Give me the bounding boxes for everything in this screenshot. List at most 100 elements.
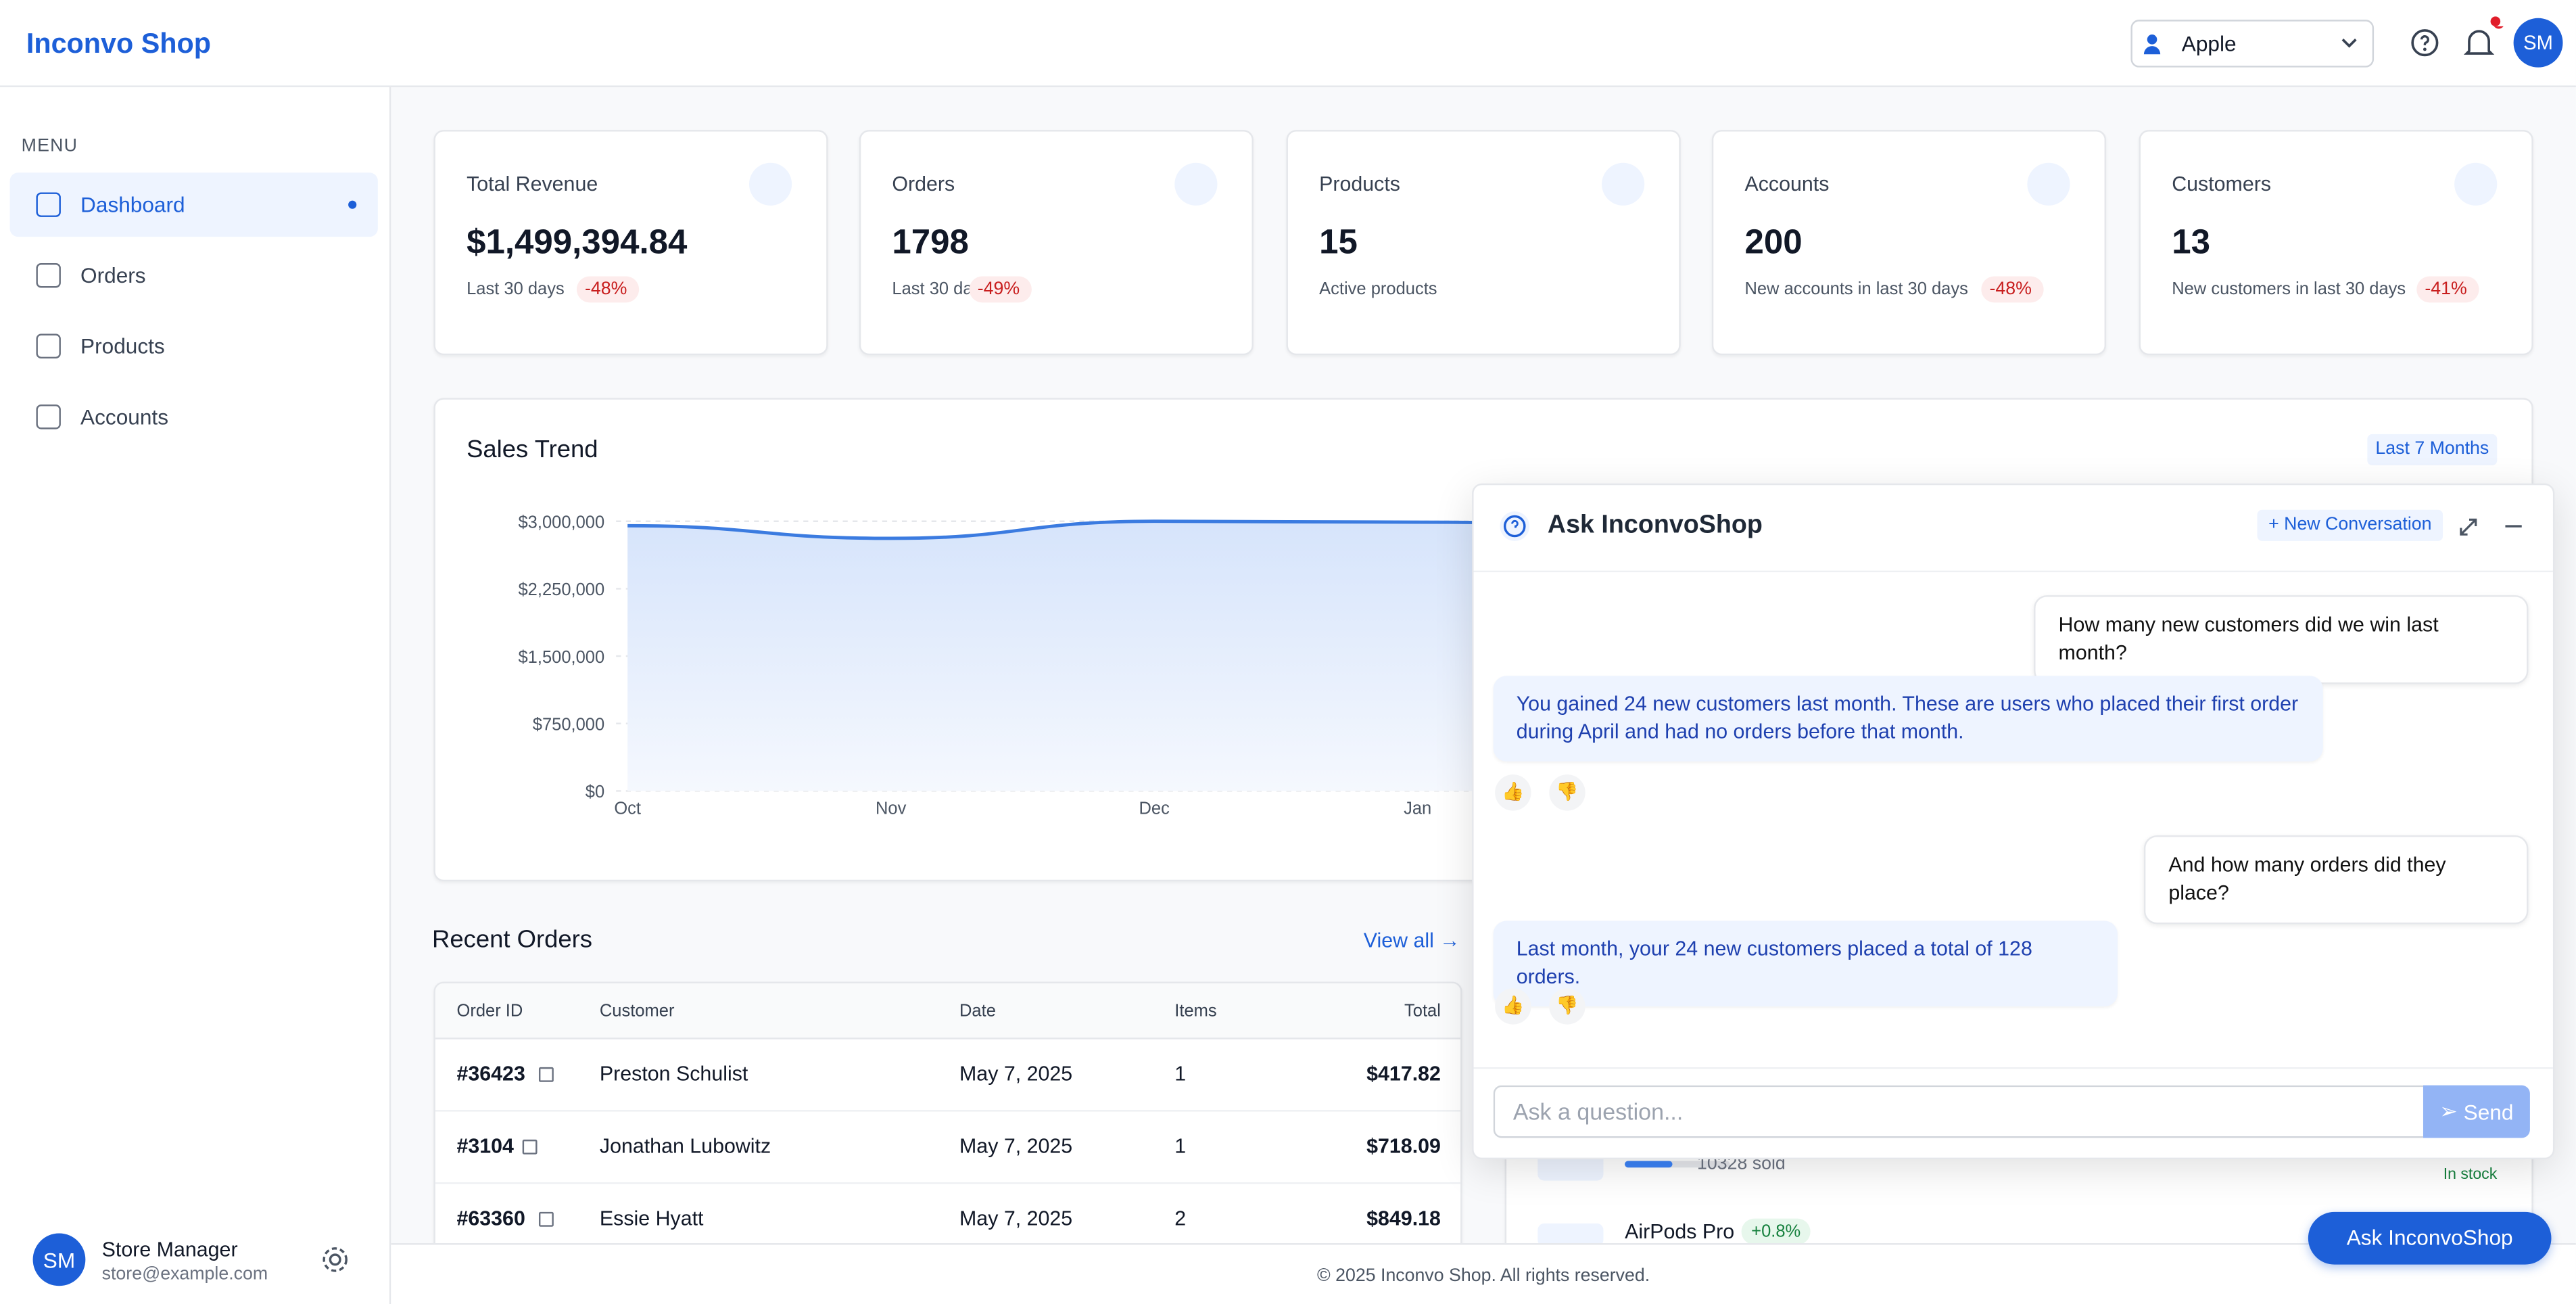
account-name: Apple xyxy=(2181,31,2237,56)
chat-controls[interactable] xyxy=(2456,513,2529,540)
cell: 1 xyxy=(1174,1134,1187,1158)
stat-value: $1,499,394.84 xyxy=(467,223,688,262)
footer: © 2025 Inconvo Shop. All rights reserved… xyxy=(391,1243,2576,1304)
stat-icon xyxy=(1174,162,1218,206)
external-link xyxy=(538,1211,554,1227)
nav-item[interactable] xyxy=(9,172,378,237)
new-conversation[interactable]: + New Conversation xyxy=(2257,509,2443,541)
cell: 1 xyxy=(1174,1062,1187,1086)
x-tick-label: Jan xyxy=(1404,799,1431,818)
table-header xyxy=(435,983,1461,1040)
column-header: Order ID xyxy=(456,1001,523,1021)
stat-title: Customers xyxy=(2172,172,2272,196)
active-dot xyxy=(348,200,357,209)
cell: $718.09 xyxy=(1366,1134,1441,1158)
nav-label[interactable]: Dashboard xyxy=(80,192,185,217)
brand[interactable]: Inconvo Shop xyxy=(26,28,211,60)
order-id: #36423 xyxy=(456,1062,525,1086)
user-name: Store Manager xyxy=(101,1238,238,1261)
stat-title: Accounts xyxy=(1744,172,1830,196)
account-select[interactable]: Apple xyxy=(2130,20,2375,68)
orders-table: Order ID Customer Date Items Total #36423 Pres… xyxy=(433,981,1462,1265)
row-divider xyxy=(435,1110,1461,1112)
y-tick-label: $0 xyxy=(586,783,604,801)
stat-caption: Active products xyxy=(1319,279,1437,300)
nav-label[interactable]: Accounts xyxy=(80,404,169,429)
nav-icon xyxy=(36,192,61,217)
y-tick-label: $1,500,000 xyxy=(519,648,605,667)
x-tick-label: Nov xyxy=(876,799,907,818)
notification-dot xyxy=(2490,16,2501,26)
chat-panel xyxy=(1472,483,2555,1160)
nav-icon xyxy=(36,263,61,288)
stat-change: -49% xyxy=(969,276,1032,303)
column-header: Items xyxy=(1174,1001,1217,1021)
chat-input[interactable]: Ask a question... xyxy=(1493,1085,2423,1138)
column-header: Total xyxy=(1404,1001,1441,1021)
cell: May 7, 2025 xyxy=(959,1207,1073,1230)
x-tick-label: Oct xyxy=(614,799,641,818)
product-name: AirPods Pro xyxy=(1625,1220,1735,1244)
cell: May 7, 2025 xyxy=(959,1062,1073,1086)
chat-title: Ask InconvoShop xyxy=(1547,511,1763,540)
chat-launcher[interactable]: Ask InconvoShop xyxy=(2308,1211,2552,1265)
sidebar xyxy=(0,87,391,1304)
nav-label[interactable]: Orders xyxy=(80,263,146,288)
stat-caption: New customers in last 30 days xyxy=(2172,279,2406,300)
nav-icon xyxy=(36,333,61,359)
y-tick-label: $2,250,000 xyxy=(519,580,605,599)
stat-change: -48% xyxy=(576,276,639,303)
cell: $849.18 xyxy=(1366,1207,1441,1230)
new-conversation-text[interactable]: New Conversation xyxy=(2284,514,2432,535)
settings-icon[interactable] xyxy=(320,1244,350,1274)
cell: Essie Hyatt xyxy=(599,1207,704,1230)
user-email: store@example.com xyxy=(101,1264,268,1284)
range-button[interactable]: Last 7 Months xyxy=(2367,434,2498,466)
stat-icon xyxy=(2454,162,2498,206)
external-link xyxy=(538,1067,554,1082)
nav-item[interactable] xyxy=(10,243,378,308)
cell: May 7, 2025 xyxy=(959,1134,1073,1158)
stat-change: -48% xyxy=(1981,276,2043,303)
nav-label[interactable]: Products xyxy=(80,333,165,359)
user-message: How many new customers did we win last m… xyxy=(2034,595,2529,684)
area xyxy=(627,521,1681,791)
thumbs-down[interactable]: 👎 xyxy=(1549,988,1585,1025)
chevron xyxy=(2341,39,2357,48)
column-header: Date xyxy=(959,1001,996,1021)
assistant-message: Last month, your 24 new customers placed… xyxy=(1493,921,2118,1006)
stat-icon xyxy=(1602,162,1645,206)
view-all-text[interactable]: View all xyxy=(1363,929,1434,952)
progress xyxy=(1625,1161,1730,1168)
stat-title: Total Revenue xyxy=(467,172,598,196)
x-tick-label: Dec xyxy=(1139,799,1170,818)
column-header: Customer xyxy=(599,1001,675,1021)
row-divider xyxy=(435,1182,1461,1184)
stat-caption: Last 30 days xyxy=(467,279,565,300)
send-text[interactable]: Send xyxy=(2463,1099,2514,1124)
stat-icon xyxy=(748,162,792,206)
view-all[interactable]: View all → xyxy=(1363,929,1460,952)
user-avatar: SM xyxy=(32,1233,86,1286)
nav-icon xyxy=(36,404,61,429)
nav-item[interactable] xyxy=(10,314,378,378)
header-icons[interactable] xyxy=(2408,26,2514,62)
send-button[interactable]: ➢ Send xyxy=(2423,1085,2530,1138)
cell: $417.82 xyxy=(1366,1062,1441,1086)
assistant-message: You gained 24 new customers last month. … xyxy=(1493,676,2323,762)
cell: 2 xyxy=(1174,1207,1187,1230)
thumbs-up[interactable]: 👍 xyxy=(1495,774,1531,811)
order-id: #63360 xyxy=(456,1207,525,1230)
sales-title: Sales Trend xyxy=(467,436,598,464)
stat-value: 200 xyxy=(1744,223,1803,262)
cell: Jonathan Lubowitz xyxy=(599,1134,771,1158)
stat-value: 15 xyxy=(1319,223,1358,262)
stat-caption: New accounts in last 30 days xyxy=(1744,279,1968,300)
thumbs-down[interactable]: 👎 xyxy=(1549,774,1585,811)
nav-item[interactable] xyxy=(10,385,378,449)
thumbs-up[interactable]: 👍 xyxy=(1495,988,1531,1025)
stat-icon xyxy=(2027,162,2070,206)
avatar[interactable]: SM xyxy=(2513,18,2563,68)
menu-label: MENU xyxy=(21,136,78,156)
